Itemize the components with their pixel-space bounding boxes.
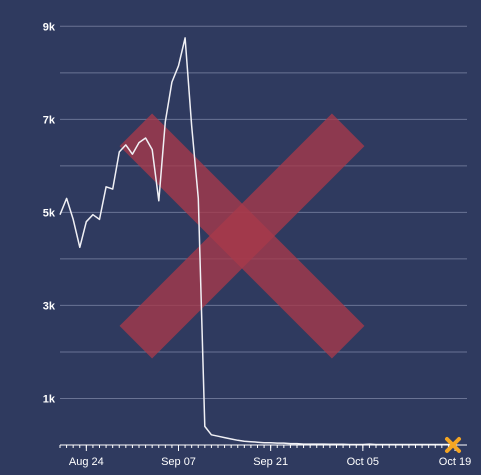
x-tick-label: Oct 05 — [347, 456, 379, 468]
y-tick-label: 1k — [43, 393, 56, 405]
y-tick-label: 3k — [43, 300, 56, 312]
y-tick-label: 9k — [43, 21, 56, 33]
y-tick-label: 7k — [43, 114, 56, 126]
x-tick-label: Aug 24 — [69, 456, 104, 468]
x-tick-label: Sep 07 — [161, 456, 196, 468]
x-tick-label: Sep 21 — [253, 456, 288, 468]
y-tick-label: 5k — [43, 207, 56, 219]
x-tick-label: Oct 19 — [439, 456, 471, 468]
